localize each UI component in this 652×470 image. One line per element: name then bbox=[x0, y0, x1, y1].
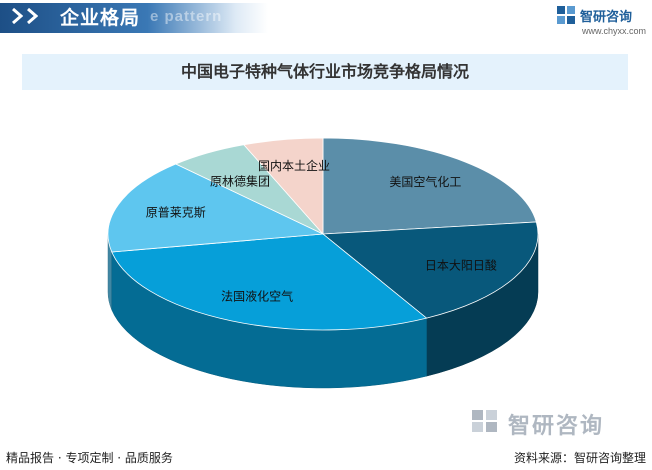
page-title: 企业格局 bbox=[60, 7, 141, 29]
brand-url[interactable]: www.chyxx.com bbox=[582, 26, 647, 36]
chart-title: 中国电子特种气体行业市场竞争格局情况 bbox=[180, 62, 469, 81]
pie-label-3: 原普莱克斯 bbox=[146, 206, 206, 220]
pie-slice-2[interactable] bbox=[111, 233, 428, 331]
pie-label-0: 美国空气化工 bbox=[389, 174, 461, 189]
pie-label-1: 日本大阳日酸 bbox=[425, 257, 497, 272]
bottom-logo-text: 智研咨询 bbox=[508, 414, 605, 439]
footer-services: 精品报告 · 专项定制 · 品质服务 bbox=[6, 451, 173, 465]
pie-slice-1[interactable] bbox=[321, 221, 539, 319]
pie-label-4: 原林德集团 bbox=[210, 174, 270, 189]
pie-slice-0[interactable] bbox=[322, 137, 537, 235]
brand[interactable]: 智研咨询 www.chyxx.com bbox=[556, 5, 648, 39]
header-band bbox=[0, 3, 268, 33]
brand-logo-icon bbox=[557, 6, 575, 24]
footer: 精品报告 · 专项定制 · 品质服务 资料来源：智研咨询整理 bbox=[0, 444, 652, 470]
bottom-watermark-logo: 智研咨询 bbox=[470, 408, 640, 439]
chevron-right-icon bbox=[27, 8, 38, 24]
bottom-logo-icon bbox=[472, 410, 497, 432]
pie-slice-3[interactable] bbox=[107, 163, 325, 253]
pie-label-2: 法国液化空气 bbox=[221, 289, 293, 304]
brand-name: 智研咨询 bbox=[580, 10, 633, 25]
footer-source: 资料来源：智研咨询整理 bbox=[513, 451, 646, 465]
chevron-right-icon bbox=[12, 8, 23, 24]
header-watermark: e pattern bbox=[150, 8, 223, 25]
header-bar: e pattern 企业格局 智研咨询 www.chyxx.com bbox=[0, 0, 652, 42]
chart-title-box: 中国电子特种气体行业市场竞争格局情况 bbox=[22, 54, 628, 90]
pie-slice-5[interactable] bbox=[243, 137, 324, 236]
pie-label-5: 国内本土企业 bbox=[258, 158, 330, 173]
